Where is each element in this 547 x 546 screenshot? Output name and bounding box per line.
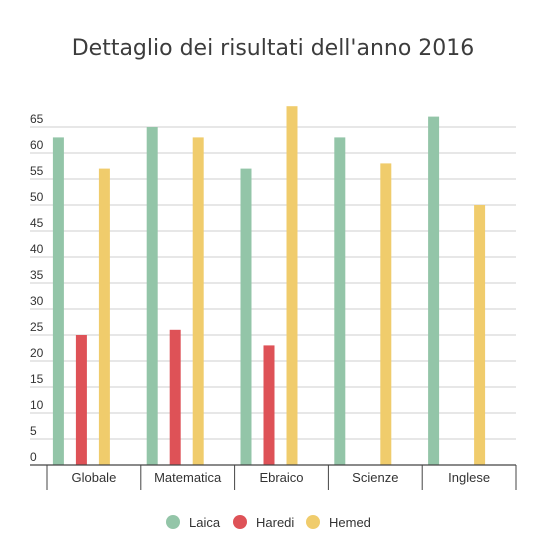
chart-title: Dettaglio dei risultati dell'anno 2016 (72, 36, 475, 61)
y-axis-ticks: 0 5 10 15 20 25 30 35 40 45 50 55 60 65 (30, 112, 44, 464)
y-tick-label: 20 (30, 346, 44, 360)
y-tick-label: 40 (30, 242, 44, 256)
legend-item-hemed: Hemed (306, 515, 371, 530)
bar-laica-ebraico (240, 168, 252, 465)
legend-label: Hemed (329, 515, 371, 530)
legend: Laica Haredi Hemed (166, 515, 371, 530)
bars (52, 106, 486, 465)
legend-item-laica: Laica (166, 515, 221, 530)
bar-laica-scienze (334, 137, 346, 465)
bar-laica-inglese (428, 116, 440, 465)
x-tick-label: Ebraico (259, 470, 303, 485)
bar-hemed-scienze (380, 163, 392, 465)
bar-haredi-matematica (169, 329, 181, 465)
bar-hemed-inglese (474, 205, 486, 465)
bar-hemed-matematica (192, 137, 204, 465)
y-tick-label: 55 (30, 164, 44, 178)
y-tick-label: 50 (30, 190, 44, 204)
x-axis: Globale Matematica Ebraico Scienze Inglese (30, 464, 517, 490)
y-tick-label: 5 (30, 424, 37, 438)
y-tick-label: 35 (30, 268, 44, 282)
bar-laica-matematica (146, 127, 158, 465)
legend-label: Haredi (256, 515, 294, 530)
y-tick-label: 10 (30, 398, 44, 412)
y-tick-label: 15 (30, 372, 44, 386)
y-tick-label: 60 (30, 138, 44, 152)
y-tick-label: 25 (30, 320, 44, 334)
x-tick-label: Scienze (352, 470, 398, 485)
x-tick-label: Matematica (154, 470, 222, 485)
legend-swatch (306, 515, 320, 529)
y-tick-label: 0 (30, 450, 37, 464)
x-tick-label: Globale (71, 470, 116, 485)
y-tick-label: 45 (30, 216, 44, 230)
y-tick-label: 30 (30, 294, 44, 308)
x-tick-label: Inglese (448, 470, 490, 485)
bar-haredi-globale (75, 335, 87, 465)
y-tick-label: 65 (30, 112, 44, 126)
bar-hemed-ebraico (286, 106, 298, 465)
legend-swatch (233, 515, 247, 529)
legend-label: Laica (189, 515, 221, 530)
legend-swatch (166, 515, 180, 529)
bar-hemed-globale (98, 168, 110, 465)
bar-laica-globale (52, 137, 64, 465)
bar-haredi-ebraico (263, 345, 275, 465)
legend-item-haredi: Haredi (233, 515, 294, 530)
